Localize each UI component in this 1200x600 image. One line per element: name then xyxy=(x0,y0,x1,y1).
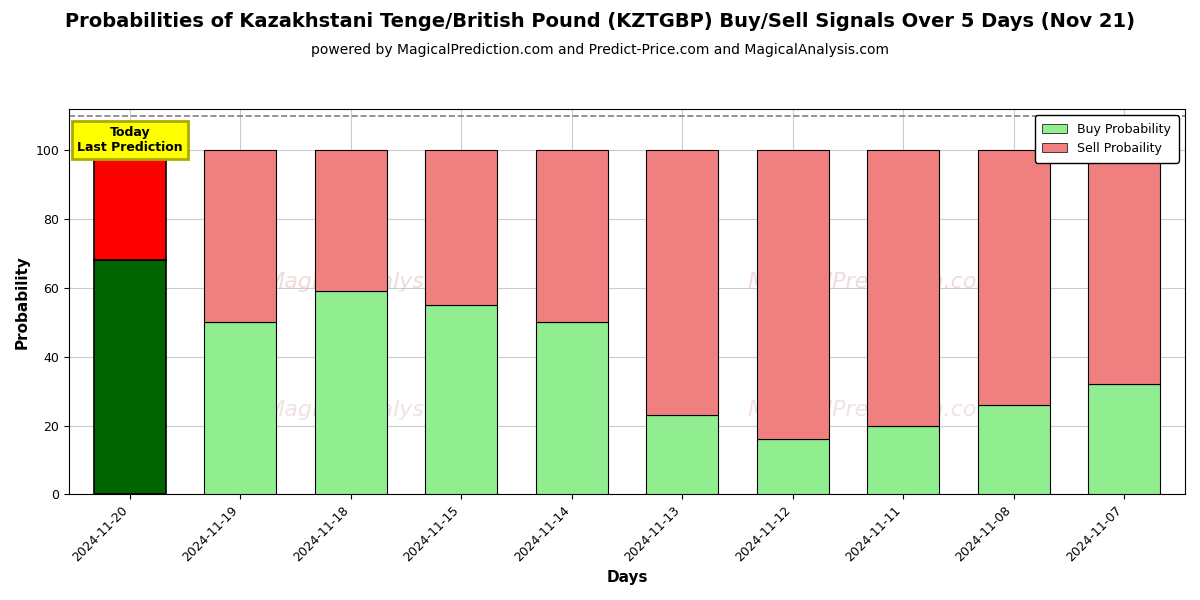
Bar xyxy=(314,292,386,494)
Bar xyxy=(204,322,276,494)
Bar xyxy=(536,150,607,322)
Text: MagicalAnalysis.com: MagicalAnalysis.com xyxy=(266,400,497,419)
Bar xyxy=(868,150,940,425)
Bar xyxy=(204,150,276,322)
Text: Today
Last Prediction: Today Last Prediction xyxy=(77,126,182,154)
Bar xyxy=(94,150,166,260)
Bar xyxy=(536,322,607,494)
Text: MagicalPrediction.com: MagicalPrediction.com xyxy=(748,400,998,419)
Y-axis label: Probability: Probability xyxy=(16,255,30,349)
Bar xyxy=(426,150,497,305)
Text: Probabilities of Kazakhstani Tenge/British Pound (KZTGBP) Buy/Sell Signals Over : Probabilities of Kazakhstani Tenge/Briti… xyxy=(65,12,1135,31)
Text: powered by MagicalPrediction.com and Predict-Price.com and MagicalAnalysis.com: powered by MagicalPrediction.com and Pre… xyxy=(311,43,889,57)
Bar xyxy=(647,150,719,415)
X-axis label: Days: Days xyxy=(606,570,648,585)
Bar xyxy=(426,305,497,494)
Legend: Buy Probability, Sell Probaility: Buy Probability, Sell Probaility xyxy=(1034,115,1178,163)
Bar xyxy=(978,150,1050,405)
Bar xyxy=(94,260,166,494)
Text: MagicalAnalysis.com: MagicalAnalysis.com xyxy=(266,272,497,292)
Bar xyxy=(868,425,940,494)
Bar xyxy=(314,150,386,292)
Bar xyxy=(1088,384,1160,494)
Bar xyxy=(757,150,829,439)
Bar xyxy=(978,405,1050,494)
Bar xyxy=(647,415,719,494)
Bar xyxy=(1088,150,1160,384)
Bar xyxy=(757,439,829,494)
Text: MagicalPrediction.com: MagicalPrediction.com xyxy=(748,272,998,292)
